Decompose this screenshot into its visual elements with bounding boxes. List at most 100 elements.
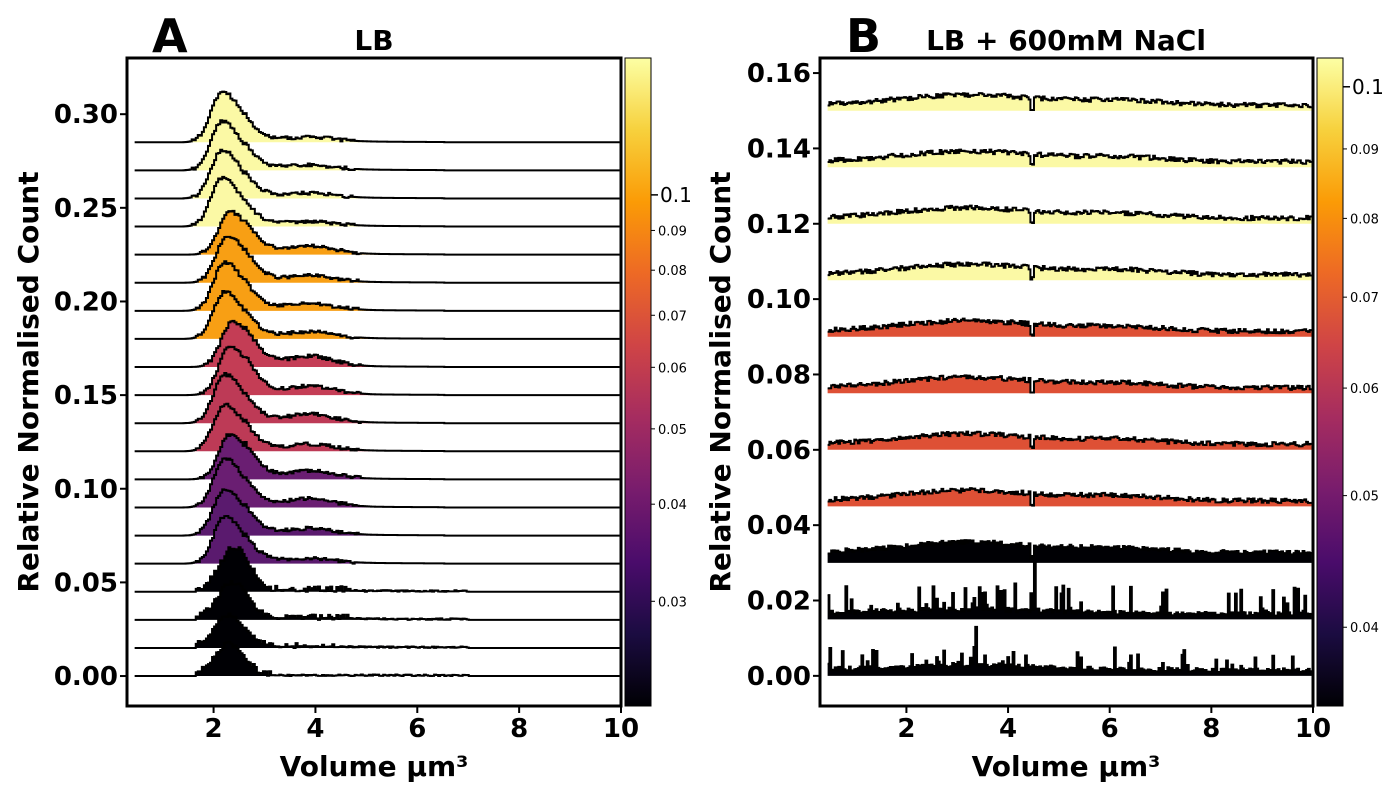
y-tick-label: 0.16 [747,59,811,89]
y-tick-label: 0.00 [54,662,118,692]
series-4 [827,430,1312,450]
y-tick-label: 0.08 [747,360,811,390]
x-tick-label: 6 [408,714,426,744]
colorbar-minor-label: 0.06 [658,361,687,376]
colorbar-gradient [624,57,652,707]
series-11 [134,319,620,369]
series-1 [827,561,1312,620]
series-9 [134,371,620,425]
series-line [134,546,620,593]
series-line [134,319,620,369]
series-area [827,93,1312,111]
x-tick-label: 10 [603,714,639,744]
y-tick-label: 0.30 [54,100,118,130]
panel-a-y-label: Relative Normalised Count [12,171,45,592]
colorbar-minor-label: 0.04 [1350,621,1379,636]
series-17 [134,148,620,200]
series-5 [827,374,1312,394]
series-10 [827,92,1312,111]
series-area [134,458,620,508]
panel-b-x-label: Volume µm³ [972,750,1161,783]
series-line [827,317,1312,337]
series-area [134,489,620,536]
series-0 [134,640,620,678]
series-line [134,371,620,425]
series-area [134,261,620,311]
x-tick-label: 4 [999,714,1017,744]
panel-b-y-ticks: 0.00 0.02 0.04 0.06 0.08 0.10 0.12 0.14 0.16 [747,59,820,692]
y-tick-label: 0.02 [747,587,811,617]
series-9 [827,148,1312,168]
series-15 [134,209,620,256]
series-area [134,403,620,452]
series-area [134,290,620,339]
panel-b-plot-area [827,92,1312,676]
panel-a-x-label: Volume µm³ [280,750,469,783]
series-area [134,581,620,620]
series-line [134,209,620,256]
series-line [134,260,620,312]
series-area [827,205,1312,224]
series-line [134,235,620,284]
colorbar-minor-label: 0.05 [658,423,687,438]
y-tick-label: 0.20 [54,287,118,317]
series-line [827,561,1312,618]
panel-a-y-ticks: 0.00 0.05 0.10 0.15 0.20 0.25 0.30 [54,100,127,692]
series-1 [134,612,620,649]
series-line [134,457,620,509]
series-10 [134,345,620,397]
series-2 [134,580,620,621]
series-area [134,372,620,424]
series-16 [134,175,620,228]
series-line [134,580,620,621]
y-tick-label: 0.05 [54,568,118,598]
panel-letter-a: A [152,9,188,63]
series-line [134,515,620,565]
panel-a-x-ticks: 2 4 6 8 10 [205,706,639,744]
series-area [134,149,620,199]
series-line [134,119,620,172]
series-6 [827,317,1312,337]
series-line [134,402,620,453]
panel-a-frame [125,56,623,708]
colorbar-minor-label: 0.09 [658,224,687,239]
y-tick-label: 0.04 [747,511,811,541]
series-area [134,236,620,283]
series-7 [827,261,1312,281]
series-area [827,488,1312,507]
y-tick-label: 0.06 [747,436,811,466]
colorbar-minor-label: 0.05 [1350,490,1379,505]
y-tick-label: 0.15 [54,381,118,411]
series-area [134,210,620,255]
series-19 [134,90,620,144]
y-tick-label: 0.25 [54,194,118,224]
panel-letter-b: B [846,9,881,63]
y-tick-label: 0.10 [747,285,811,315]
series-7 [134,433,620,481]
series-line [134,488,620,537]
series-area [134,120,620,171]
panel-a: A LB 0.00 0.05 0.10 0.15 0.20 0.25 0.30 2 4 6 8 10… [12,9,692,783]
series-line [827,539,1312,560]
panel-b-colorbar: 0.04 0.05 0.06 0.07 0.08 0.09 0.1 [1316,57,1384,707]
series-line [827,92,1312,111]
series-3 [827,487,1312,507]
series-14 [134,235,620,284]
x-tick-label: 2 [897,714,915,744]
series-area [134,613,620,648]
x-tick-label: 4 [306,714,324,744]
x-tick-label: 8 [510,714,528,744]
series-line [827,625,1312,674]
panel-b: B LB + 600mM NaCl 0.000.020.040.060.080.… [704,9,1384,783]
colorbar-minor-label: 0.08 [1350,212,1379,227]
y-tick-label: 0.10 [54,475,118,505]
series-line [827,430,1312,450]
y-tick-label: 0.12 [747,210,811,240]
panel-b-y-label: Relative Normalised Count [704,171,737,592]
series-3 [134,546,620,593]
panel-a-title: LB [354,24,393,57]
colorbar-minor-label: 0.07 [1350,291,1379,306]
colorbar-minor-label: 0.06 [1350,382,1379,397]
series-8 [134,402,620,453]
